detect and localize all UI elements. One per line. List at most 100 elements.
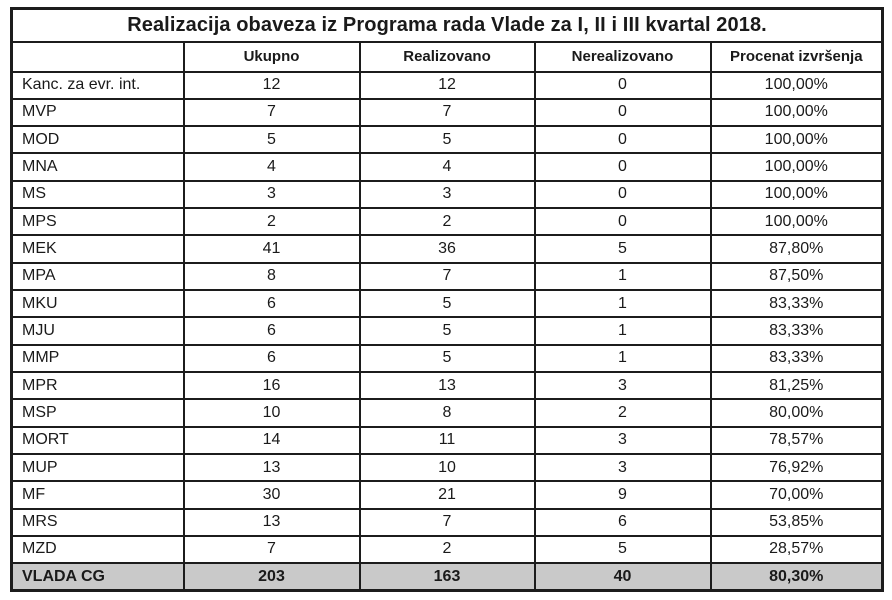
cell-realizovano: 12 (358, 70, 536, 100)
cell-procenat: 87,80% (709, 234, 884, 264)
cell-ukupno: 4 (182, 152, 361, 182)
row-label: MORT (10, 425, 185, 455)
table-row: MKU 6 5 1 83,33% (10, 288, 884, 319)
table-row: MMP 6 5 1 83,33% (10, 343, 884, 373)
cell-ukupno: 41 (182, 234, 361, 264)
row-label: MSP (10, 398, 185, 428)
row-label: Kanc. za evr. int. (10, 70, 185, 100)
cell-nerealizovano: 1 (533, 343, 712, 373)
cell-realizovano: 163 (358, 562, 536, 592)
cell-nerealizovano: 40 (533, 562, 712, 592)
cell-procenat: 100,00% (709, 152, 884, 182)
table-row: MSP 10 8 2 80,00% (10, 398, 884, 428)
cell-realizovano: 5 (358, 316, 536, 346)
total-row: VLADA CG 203 163 40 80,30% (10, 562, 884, 592)
table-row: MVP 7 7 0 100,00% (10, 97, 884, 128)
cell-procenat: 81,25% (709, 370, 884, 401)
cell-realizovano: 8 (358, 398, 536, 428)
cell-nerealizovano: 1 (533, 288, 712, 319)
column-header-empty (10, 40, 185, 73)
cell-ukupno: 7 (182, 97, 361, 128)
cell-realizovano: 11 (358, 425, 536, 455)
cell-ukupno: 13 (182, 507, 361, 537)
cell-nerealizovano: 5 (533, 534, 712, 565)
row-label: MNA (10, 152, 185, 182)
cell-nerealizovano: 9 (533, 480, 712, 510)
row-label: MF (10, 480, 185, 510)
realization-table: Realizacija obaveza iz Programa rada Vla… (10, 7, 885, 592)
row-label: MZD (10, 534, 185, 565)
row-label: MOD (10, 125, 185, 155)
column-header-realizovano: Realizovano (358, 40, 536, 73)
cell-nerealizovano: 1 (533, 316, 712, 346)
table-row: MS 3 3 0 100,00% (10, 179, 884, 210)
row-label: MS (10, 179, 185, 210)
row-label: MRS (10, 507, 185, 537)
table-row: MUP 13 10 3 76,92% (10, 452, 884, 483)
table-row: MPR 16 13 3 81,25% (10, 370, 884, 401)
cell-ukupno: 6 (182, 343, 361, 373)
cell-ukupno: 6 (182, 288, 361, 319)
row-label: VLADA CG (10, 562, 185, 592)
cell-procenat: 100,00% (709, 207, 884, 237)
cell-realizovano: 2 (358, 534, 536, 565)
cell-procenat: 100,00% (709, 97, 884, 128)
cell-ukupno: 8 (182, 261, 361, 292)
row-label: MEK (10, 234, 185, 264)
row-label: MKU (10, 288, 185, 319)
cell-ukupno: 12 (182, 70, 361, 100)
cell-procenat: 80,00% (709, 398, 884, 428)
cell-realizovano: 7 (358, 261, 536, 292)
table-row: MF 30 21 9 70,00% (10, 480, 884, 510)
table-title: Realizacija obaveza iz Programa rada Vla… (10, 7, 884, 43)
cell-nerealizovano: 0 (533, 179, 712, 210)
cell-realizovano: 5 (358, 343, 536, 373)
cell-nerealizovano: 0 (533, 152, 712, 182)
table-row: MPS 2 2 0 100,00% (10, 207, 884, 237)
cell-ukupno: 7 (182, 534, 361, 565)
cell-realizovano: 36 (358, 234, 536, 264)
cell-ukupno: 13 (182, 452, 361, 483)
cell-ukupno: 10 (182, 398, 361, 428)
cell-realizovano: 10 (358, 452, 536, 483)
cell-nerealizovano: 3 (533, 370, 712, 401)
cell-realizovano: 5 (358, 288, 536, 319)
table-row: MPA 8 7 1 87,50% (10, 261, 884, 292)
column-header-procenat-izvr-enja: Procenat izvršenja (709, 40, 884, 73)
table-row: MOD 5 5 0 100,00% (10, 125, 884, 155)
table-row: MZD 7 2 5 28,57% (10, 534, 884, 565)
cell-procenat: 80,30% (709, 562, 884, 592)
cell-procenat: 78,57% (709, 425, 884, 455)
cell-nerealizovano: 0 (533, 70, 712, 100)
row-label: MVP (10, 97, 185, 128)
column-header-ukupno: Ukupno (182, 40, 361, 73)
cell-nerealizovano: 1 (533, 261, 712, 292)
table-row: MNA 4 4 0 100,00% (10, 152, 884, 182)
cell-nerealizovano: 0 (533, 97, 712, 128)
cell-realizovano: 21 (358, 480, 536, 510)
row-label: MPA (10, 261, 185, 292)
cell-procenat: 100,00% (709, 70, 884, 100)
cell-nerealizovano: 0 (533, 207, 712, 237)
cell-nerealizovano: 3 (533, 425, 712, 455)
cell-nerealizovano: 2 (533, 398, 712, 428)
table-row: MRS 13 7 6 53,85% (10, 507, 884, 537)
cell-procenat: 100,00% (709, 125, 884, 155)
cell-realizovano: 2 (358, 207, 536, 237)
cell-ukupno: 203 (182, 562, 361, 592)
column-header-nerealizovano: Nerealizovano (533, 40, 712, 73)
cell-procenat: 70,00% (709, 480, 884, 510)
row-label: MPS (10, 207, 185, 237)
cell-procenat: 28,57% (709, 534, 884, 565)
cell-procenat: 83,33% (709, 316, 884, 346)
cell-realizovano: 13 (358, 370, 536, 401)
row-label: MJU (10, 316, 185, 346)
title-row: Realizacija obaveza iz Programa rada Vla… (10, 7, 884, 43)
cell-procenat: 76,92% (709, 452, 884, 483)
cell-ukupno: 2 (182, 207, 361, 237)
cell-realizovano: 4 (358, 152, 536, 182)
table-row: MORT 14 11 3 78,57% (10, 425, 884, 455)
cell-procenat: 53,85% (709, 507, 884, 537)
cell-procenat: 83,33% (709, 343, 884, 373)
cell-nerealizovano: 0 (533, 125, 712, 155)
